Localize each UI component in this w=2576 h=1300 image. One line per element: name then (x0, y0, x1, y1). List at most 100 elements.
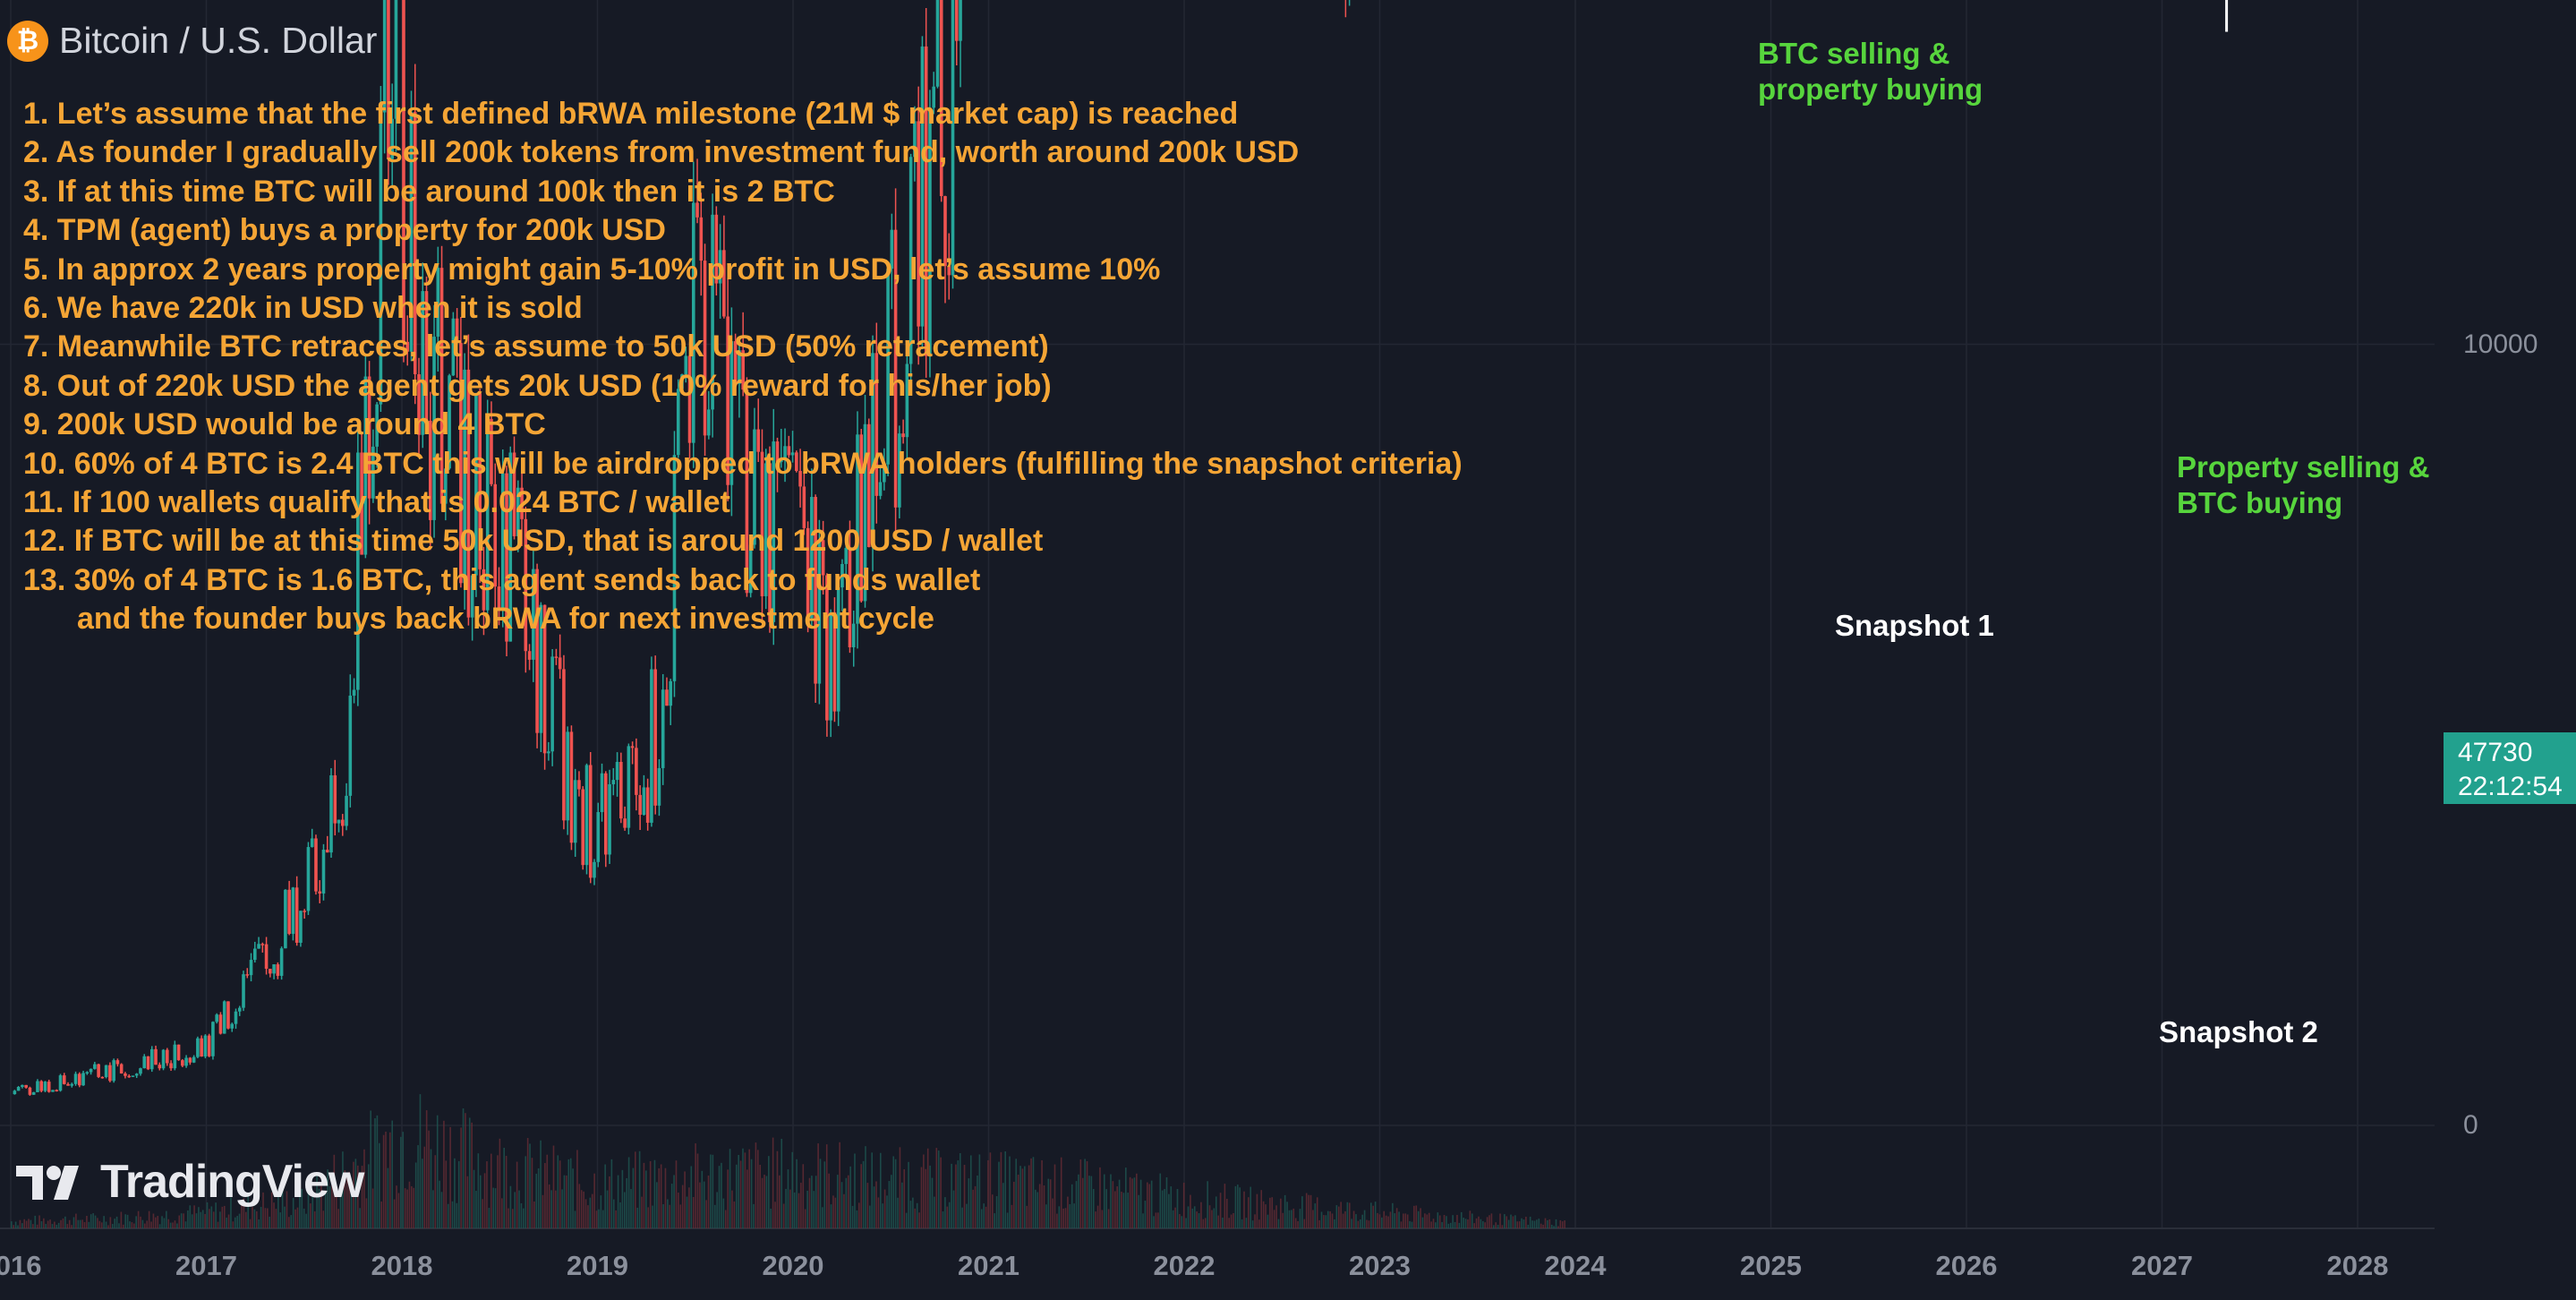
volume-bar (1548, 1219, 1551, 1228)
volume-bar (1523, 1219, 1525, 1228)
volume-bar (19, 1219, 21, 1228)
volume-bar (871, 1152, 873, 1228)
volume-bar (1309, 1194, 1312, 1228)
volume-bar (1446, 1216, 1447, 1228)
volume-bar (1112, 1181, 1114, 1228)
volume-bar (66, 1224, 69, 1228)
volume-bar (825, 1144, 828, 1228)
candle-body (294, 887, 299, 944)
volume-bar (1346, 1202, 1349, 1228)
volume-bar (830, 1204, 832, 1228)
volume-bar (223, 1205, 226, 1228)
volume-bar (948, 1202, 951, 1228)
volume-bar (1521, 1218, 1523, 1228)
volume-bar (1129, 1176, 1131, 1228)
volume-bar (808, 1177, 811, 1228)
volume-bar (1113, 1191, 1116, 1228)
volume-bar (1182, 1183, 1185, 1228)
volume-bar (533, 1201, 535, 1228)
volume-bar (782, 1203, 785, 1228)
candle-body (166, 1049, 169, 1064)
candle-body (829, 612, 832, 721)
volume-bar (980, 1209, 983, 1228)
candle-body (188, 1057, 192, 1063)
volume-bar (721, 1162, 722, 1228)
candle-body (58, 1075, 63, 1091)
volume-bar (279, 1212, 282, 1228)
volume-bar (180, 1213, 183, 1228)
volume-bar (686, 1196, 688, 1228)
volume-bar (404, 1188, 406, 1228)
volume-bar (269, 1216, 271, 1228)
note-item: 13. 30% of 4 BTC is 1.6 BTC, this agent … (23, 562, 981, 597)
volume-bar (1099, 1167, 1101, 1228)
note-item: 8. Out of 220k USD the agent gets 20k US… (23, 368, 1052, 403)
candle-body (455, 318, 459, 344)
candle-body (310, 838, 314, 848)
candle-body (493, 483, 498, 587)
candle-body (535, 569, 539, 733)
volume-bar (150, 1221, 152, 1228)
volume-bar (439, 1180, 440, 1228)
y-tick-label: 0 (2463, 1110, 2478, 1140)
candle-body (379, 112, 383, 405)
volume-bar (161, 1216, 163, 1228)
volume-bar (774, 1202, 776, 1228)
snapshot-1-label: Snapshot 1 (1835, 609, 1994, 642)
volume-bar (690, 1166, 693, 1228)
candle-body (768, 463, 772, 622)
candle-body (661, 689, 665, 768)
volume-bar (641, 1196, 643, 1228)
volume-bar (1540, 1223, 1542, 1228)
volume-bar (645, 1170, 647, 1228)
volume-bar (883, 1189, 886, 1228)
volume-bar (200, 1211, 202, 1228)
volume-bar (370, 1110, 371, 1228)
volume-bar (311, 1192, 314, 1228)
candle-body (890, 229, 894, 269)
candle-body (321, 850, 326, 894)
volume-bar (1318, 1219, 1320, 1228)
x-tick-label: 2023 (1349, 1250, 1411, 1281)
volume-bar (817, 1143, 819, 1228)
volume-bar (55, 1225, 58, 1228)
volume-bar (465, 1113, 466, 1228)
volume-bar (695, 1143, 696, 1228)
candle-body (108, 1065, 112, 1082)
volume-bar (1561, 1221, 1564, 1228)
volume-bar (839, 1142, 840, 1228)
volume-bar (673, 1175, 675, 1228)
volume-bar (1518, 1221, 1521, 1228)
volume-bar (1013, 1181, 1015, 1228)
volume-bar (92, 1213, 94, 1228)
volume-bar (1547, 1219, 1548, 1228)
volume-bar (662, 1204, 664, 1228)
volume-bar (1118, 1179, 1121, 1228)
candle-body (745, 389, 749, 594)
volume-bar (114, 1219, 115, 1228)
volume-bar (1469, 1210, 1471, 1228)
volume-bar (275, 1209, 277, 1228)
volume-bar (593, 1173, 595, 1228)
volume-bar (667, 1199, 669, 1228)
volume-bar (1550, 1224, 1553, 1228)
volume-bar (1116, 1186, 1118, 1228)
volume-bar (462, 1108, 465, 1228)
volume-bar (961, 1207, 963, 1228)
btc-selling-annotation: BTC selling & property buying (1758, 36, 1983, 107)
volume-bar (374, 1117, 376, 1228)
volume-bar (716, 1192, 718, 1228)
volume-bar (1026, 1205, 1028, 1228)
volume-bar (877, 1197, 880, 1228)
volume-bar (1136, 1173, 1138, 1228)
volume-bar (875, 1181, 877, 1228)
volume-bar (785, 1188, 787, 1228)
candle-body (893, 229, 898, 508)
volume-bar (1516, 1221, 1519, 1228)
volume-bar (191, 1214, 193, 1228)
volume-bar (710, 1154, 712, 1228)
volume-bar (389, 1132, 391, 1228)
volume-bar (595, 1210, 598, 1228)
volume-bar (1058, 1206, 1061, 1228)
volume-bar (1105, 1189, 1107, 1228)
